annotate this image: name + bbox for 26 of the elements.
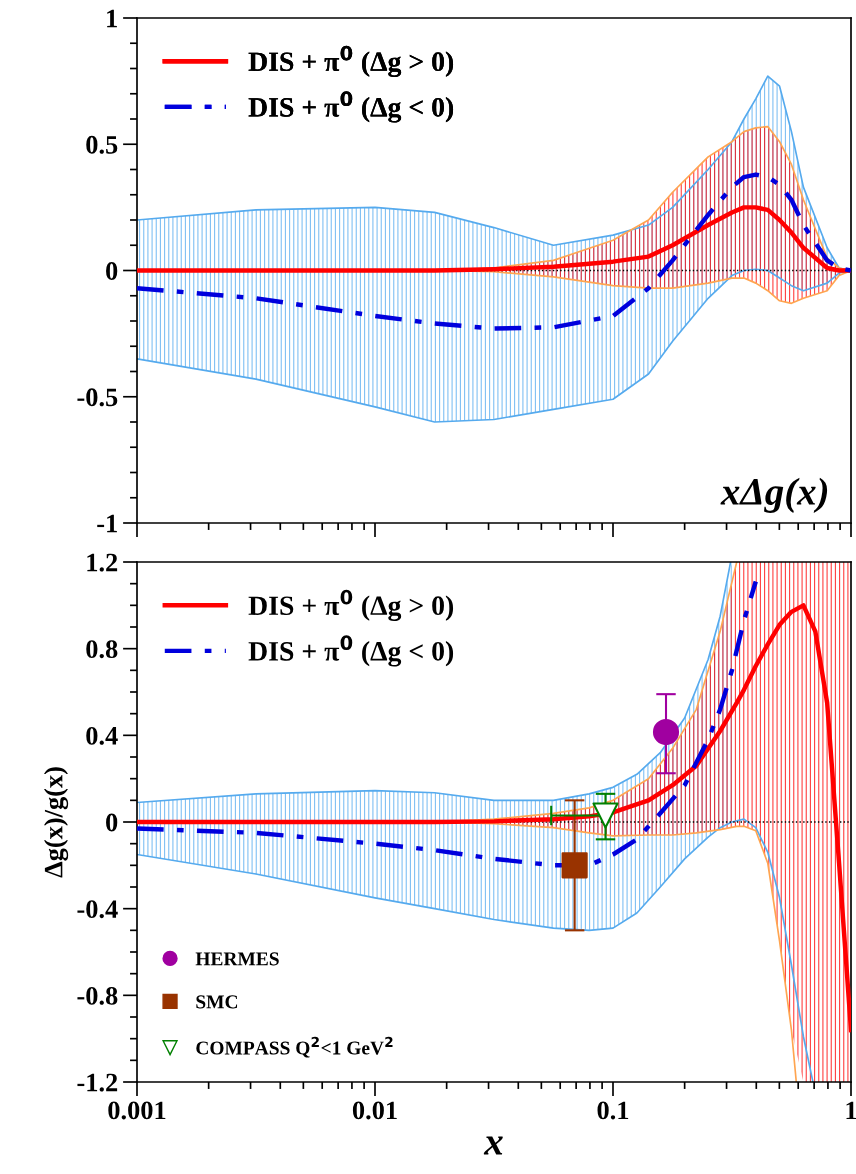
y-tick-label: 1 xyxy=(107,9,117,28)
y-axis-title: Δg(x)/g(x) xyxy=(44,767,69,878)
legend-label: DIS + π$^{0}$ (Δg < 0) xyxy=(248,91,454,123)
x-tick-label: 0.1 xyxy=(597,1101,629,1120)
y-tick-label: 0 xyxy=(106,813,118,832)
y-tick-label: 0.8 xyxy=(86,640,118,659)
y-tick-label: -0.5 xyxy=(77,388,118,407)
y-tick-label: -0.4 xyxy=(77,900,118,919)
y-tick-label: 0 xyxy=(106,262,118,280)
y-tick-label: 0.4 xyxy=(86,726,118,745)
annotation: xΔg(x) xyxy=(720,477,828,513)
x-tick-label: 1 xyxy=(846,1101,856,1120)
y-tick-label: -1.2 xyxy=(77,1073,118,1092)
legend-label: DIS + π$^{0}$ (Δg > 0) xyxy=(248,589,454,621)
legend-label: HERMES xyxy=(195,952,279,966)
y-tick-label: 0.5 xyxy=(86,135,118,154)
legend-label: DIS + π$^{0}$ (Δg < 0) xyxy=(248,635,454,667)
x-axis-title: x xyxy=(483,1136,503,1155)
y-tick-label: -0.8 xyxy=(77,986,118,1005)
y-tick-label: 1.2 xyxy=(87,553,118,572)
x-tick-label: 0.01 xyxy=(352,1101,397,1120)
legend-label: SMC xyxy=(196,995,238,1009)
y-tick-label: -1 xyxy=(97,514,117,533)
legend-label: COMPASS Q$^{2}$<1 GeV$^{2}$ xyxy=(196,1036,393,1058)
x-tick-label: 0.001 xyxy=(108,1101,166,1120)
legend-label: DIS + π$^{0}$ (Δg > 0) xyxy=(248,45,454,77)
